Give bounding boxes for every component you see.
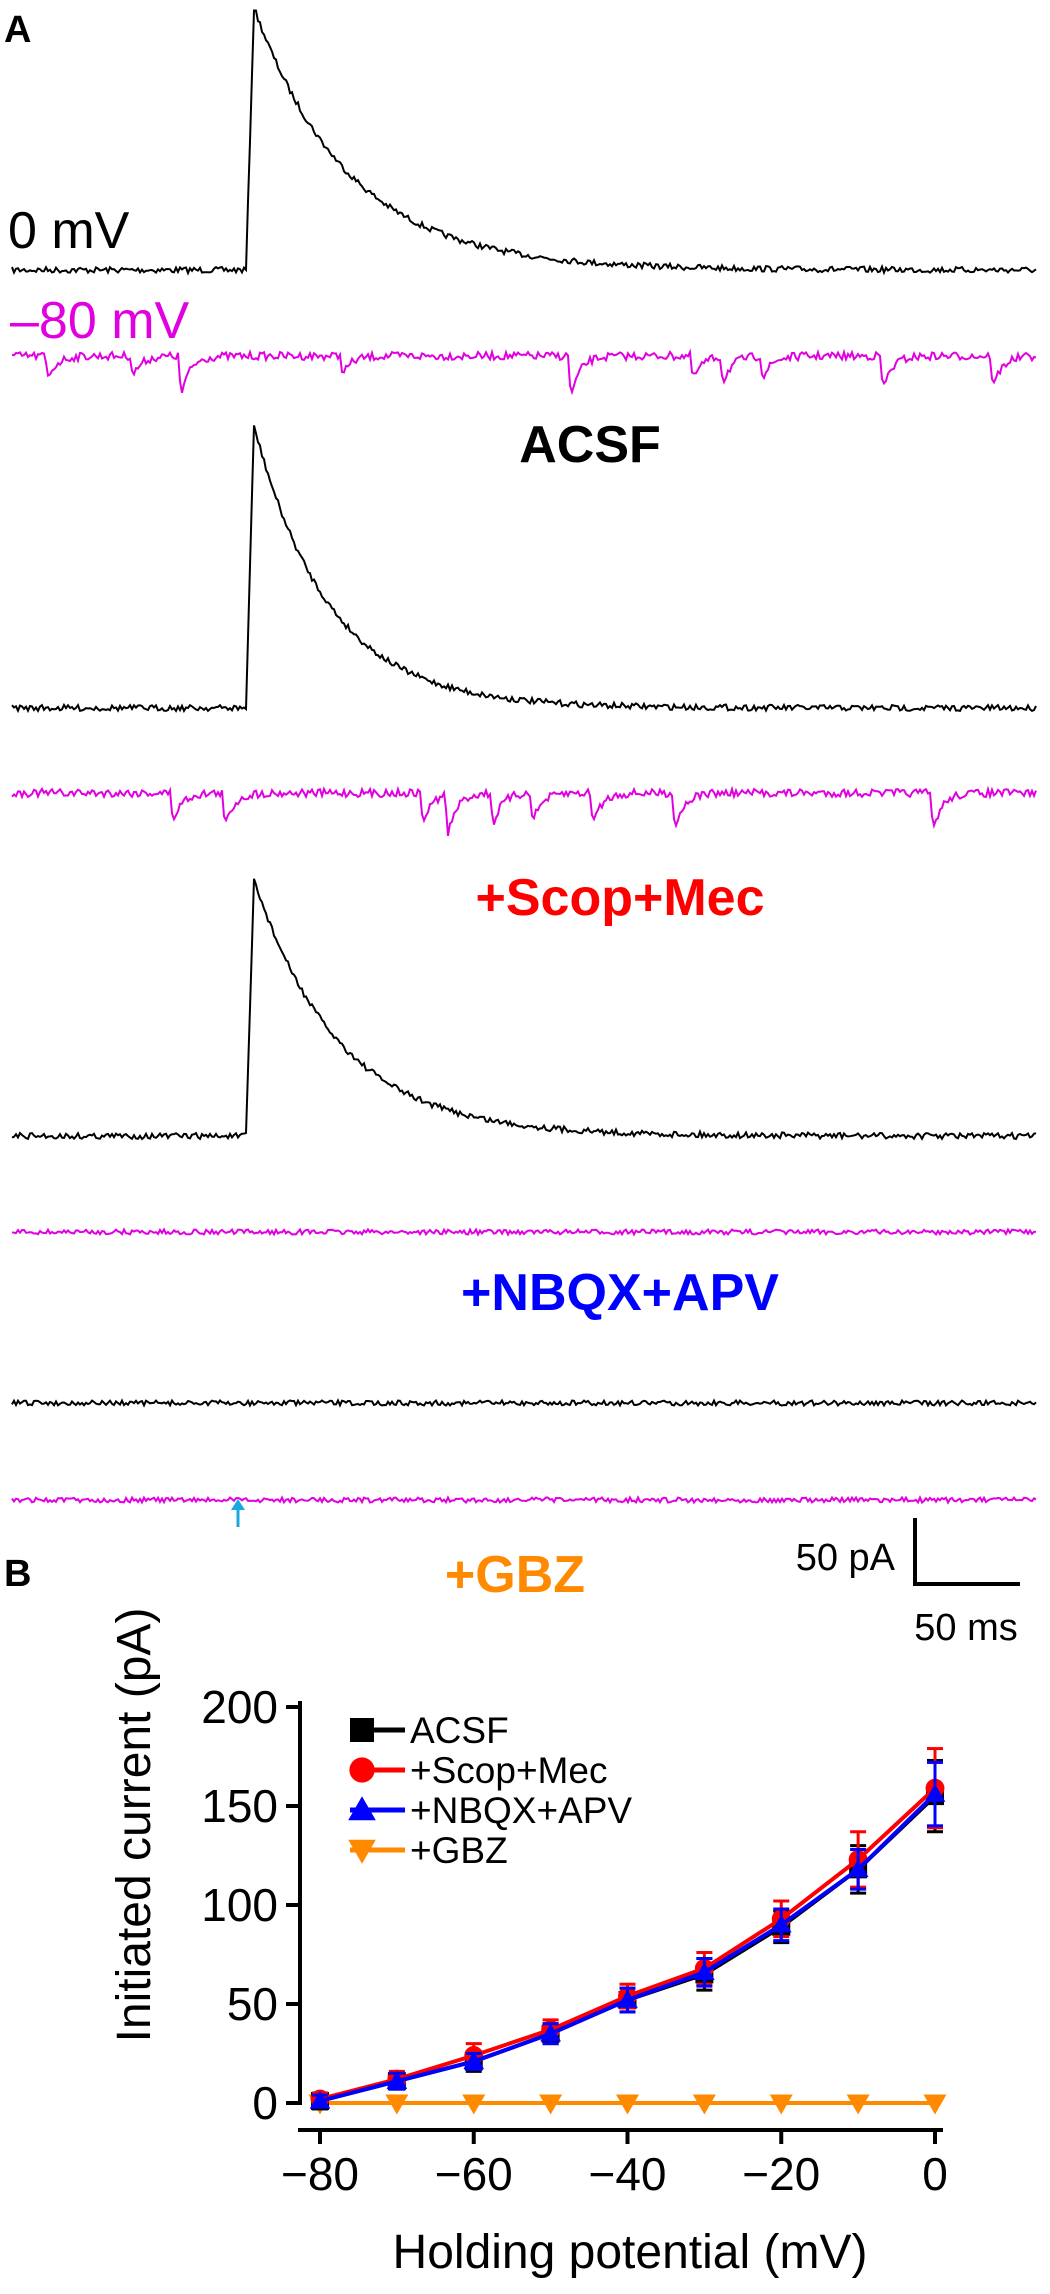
legend-item: +Scop+Mec bbox=[349, 1750, 607, 1791]
trace-gbz-0mv bbox=[11, 1398, 1037, 1408]
y-tick-label: 50 bbox=[227, 1978, 278, 2030]
marker-triangle-down bbox=[923, 2094, 947, 2115]
marker-square bbox=[350, 1718, 374, 1742]
panel-b: B 0 50 100 150 200 −80 −60 −40 −20 0 Holding pote… bbox=[4, 1553, 948, 2279]
series-nbqx-apv bbox=[309, 1760, 946, 2109]
x-tick-label: −80 bbox=[281, 2148, 359, 2200]
condition-label-acsf: ACSF bbox=[519, 416, 661, 474]
marker-triangle-up bbox=[386, 2070, 408, 2089]
trace-scop-mec-0mv bbox=[11, 425, 1037, 714]
y-axis-title: Initiated current (pA) bbox=[108, 1608, 161, 2043]
x-tick-label: 0 bbox=[922, 2148, 948, 2200]
trace-acsf-minus80mv bbox=[11, 348, 1037, 396]
y-tick-label: 0 bbox=[252, 2077, 278, 2129]
marker-triangle-down bbox=[348, 1839, 376, 1864]
scale-bar-current-label: 50 pA bbox=[796, 1537, 896, 1579]
label-0mv: 0 mV bbox=[8, 202, 130, 260]
marker-triangle-down bbox=[462, 2094, 486, 2115]
marker-triangle-up bbox=[348, 1796, 376, 1821]
trace-acsf-0mv bbox=[11, 9, 1037, 276]
scale-bar: 50 pA 50 ms bbox=[796, 1518, 1020, 1649]
y-tick-label: 200 bbox=[201, 1681, 278, 1733]
legend-item: ACSF bbox=[350, 1710, 509, 1751]
panel-b-label: B bbox=[4, 1553, 31, 1595]
legend-item: +GBZ bbox=[348, 1830, 508, 1871]
x-axis-title: Holding potential (mV) bbox=[393, 2226, 868, 2279]
x-tick-label: −40 bbox=[588, 2148, 666, 2200]
trace-gbz-minus80mv bbox=[11, 1495, 1037, 1505]
series-gbz bbox=[308, 2094, 947, 2115]
x-tick-label: −20 bbox=[742, 2148, 820, 2200]
marker-triangle-up bbox=[847, 1859, 869, 1878]
condition-label-nbqx-apv: +NBQX+APV bbox=[461, 1264, 779, 1322]
marker-triangle-up bbox=[694, 1961, 715, 1980]
legend-item: +NBQX+APV bbox=[348, 1790, 632, 1831]
x-tick-label: −60 bbox=[435, 2148, 513, 2200]
panel-a-label: A bbox=[4, 9, 31, 51]
marker-circle bbox=[349, 1757, 375, 1783]
marker-triangle-down bbox=[692, 2094, 716, 2115]
trace-nbqx-apv-0mv bbox=[11, 878, 1037, 1141]
marker-triangle-up bbox=[924, 1783, 946, 1802]
marker-triangle-down bbox=[846, 2094, 870, 2115]
y-tick-label: 100 bbox=[201, 1879, 278, 1931]
marker-triangle-up bbox=[540, 2023, 561, 2042]
legend-label: +Scop+Mec bbox=[410, 1750, 607, 1791]
y-tick-label: 150 bbox=[201, 1780, 278, 1832]
chart-legend: ACSF+Scop+Mec+NBQX+APV+GBZ bbox=[348, 1710, 632, 1871]
chart-axes: 0 50 100 150 200 −80 −60 −40 −20 0 bbox=[201, 1681, 948, 2200]
stimulus-arrow-icon bbox=[231, 1499, 245, 1527]
scale-bar-time-label: 50 ms bbox=[914, 1607, 1017, 1649]
marker-triangle-down bbox=[616, 2094, 639, 2115]
condition-label-gbz: +GBZ bbox=[445, 1546, 585, 1604]
marker-triangle-down bbox=[539, 2094, 563, 2115]
legend-label: +GBZ bbox=[410, 1830, 508, 1871]
panel-a: A 0 mV –80 mV ACSF +Scop+Mec +NBQX+APV +… bbox=[4, 9, 1037, 1649]
legend-label: ACSF bbox=[410, 1710, 509, 1751]
label-minus80mv: –80 mV bbox=[10, 292, 190, 350]
marker-triangle-up bbox=[309, 2090, 331, 2109]
condition-label-scop-mec: +Scop+Mec bbox=[475, 869, 764, 927]
marker-triangle-down bbox=[385, 2094, 409, 2115]
legend-label: +NBQX+APV bbox=[410, 1790, 632, 1831]
marker-triangle-down bbox=[769, 2094, 793, 2115]
marker-triangle-up bbox=[463, 2051, 485, 2070]
trace-scop-mec-minus80mv bbox=[11, 785, 1037, 837]
marker-triangle-up bbox=[770, 1914, 792, 1933]
chart-plot-area bbox=[308, 1747, 947, 2115]
trace-nbqx-apv-minus80mv bbox=[11, 1227, 1037, 1237]
marker-triangle-up bbox=[617, 1989, 638, 2008]
